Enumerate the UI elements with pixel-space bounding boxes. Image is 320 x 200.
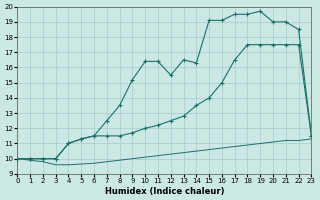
X-axis label: Humidex (Indice chaleur): Humidex (Indice chaleur) <box>105 187 224 196</box>
